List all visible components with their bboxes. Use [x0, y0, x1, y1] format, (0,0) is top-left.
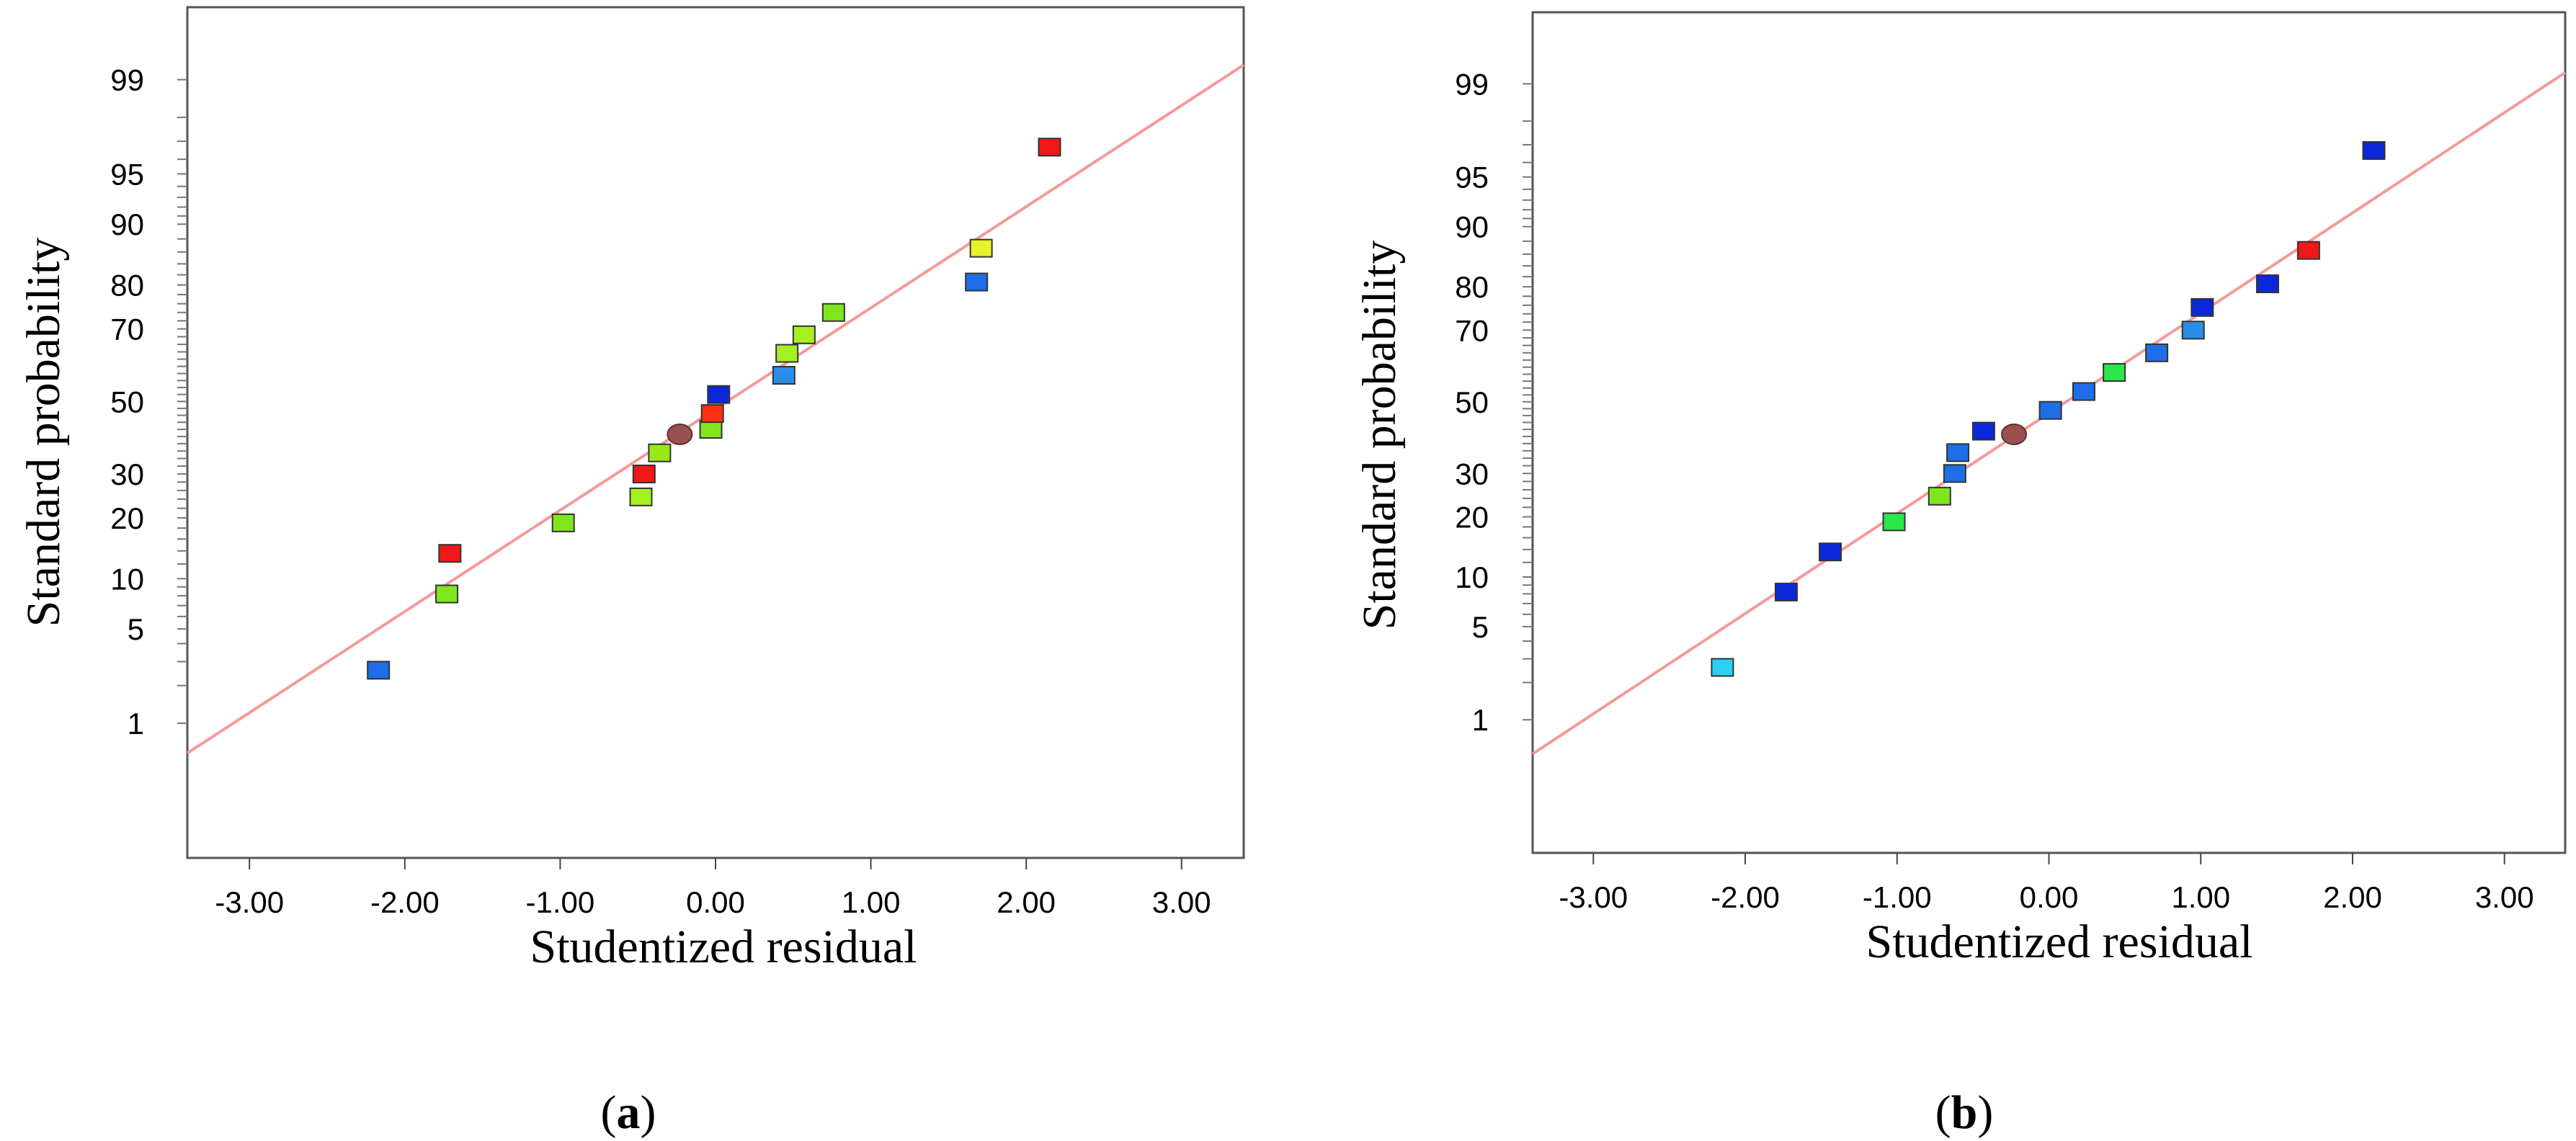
panel-b-x-tick-label-5: 2.00 [2323, 880, 2382, 914]
panel-b-x-tick-label-0: -3.00 [1559, 880, 1628, 914]
panel-a-point-6 [648, 443, 672, 462]
panel-a-y-tick-label-0: 1 [128, 707, 144, 740]
panel-a-y-tick-label-5: 50 [110, 385, 144, 419]
panel-b-point-10 [2072, 382, 2095, 401]
panel-b-point-14 [2191, 297, 2214, 317]
panel-a-point-8 [699, 420, 723, 439]
panel-a-x-axis-title: Studentized residual [530, 921, 917, 973]
panel-a-x-tick-label-0: -3.00 [215, 885, 284, 919]
panel-b-y-tick-label-10: 99 [1455, 67, 1489, 101]
panel-b-point-15 [2255, 274, 2279, 293]
panel-a-point-11 [772, 365, 795, 385]
panel-a-point-2 [438, 544, 462, 563]
panel-a-point-0 [367, 661, 391, 680]
panel-a-x-tick-label-4: 1.00 [842, 885, 901, 919]
panel-b-y-tick-label-5: 50 [1455, 385, 1489, 419]
panel-b-x-tick-label-6: 3.00 [2475, 880, 2534, 914]
panel-a-x-tick-label-2: -1.00 [526, 885, 595, 919]
panel-a-point-13 [792, 325, 816, 344]
panel-b-point-1 [1774, 582, 1798, 601]
panel-b-y-tick-label-7: 80 [1455, 270, 1489, 304]
panel-b-y-tick-label-2: 10 [1455, 560, 1489, 594]
panel-a-y-tick-label-1: 5 [128, 612, 144, 646]
panel-b-point-11 [2103, 363, 2126, 382]
panel-a-y-tick-label-3: 20 [110, 501, 144, 535]
panel-b-point-9 [2038, 401, 2062, 420]
panel-a-y-tick-label-7: 80 [110, 269, 144, 303]
panel-b-x-tick-label-2: -1.00 [1863, 880, 1932, 914]
panel-b-point-17 [2362, 140, 2386, 160]
panel-a-point-12 [775, 344, 799, 363]
panel-a-y-tick-label-6: 70 [110, 313, 144, 346]
panel-b-point-3 [1882, 512, 1906, 532]
panel-b-point-7 [2001, 423, 2028, 445]
panel-b-y-axis-title: Standard probability [1353, 241, 1406, 630]
panel-b-point-2 [1819, 542, 1842, 562]
panel-b-x-tick-label-4: 1.00 [2171, 880, 2230, 914]
panel-a-point-9 [700, 404, 724, 424]
panel-b-y-tick-label-6: 70 [1455, 313, 1489, 347]
panel-b-point-0 [1711, 658, 1734, 677]
panel-b-y-tick-label-3: 20 [1455, 501, 1489, 534]
panel-b-x-tick-label-3: 0.00 [2020, 880, 2079, 914]
panel-b-point-16 [2296, 241, 2320, 260]
panel-a-point-3 [551, 513, 575, 532]
panel-b-y-tick-label-8: 90 [1455, 210, 1489, 244]
panel-b-y-tick-label-4: 30 [1455, 457, 1489, 491]
panel-a: 1 5 10 20 30 50 70 80 90 95 99 -3.00 -2.00 -1.00 0.00… [17, 6, 1245, 1139]
panel-b-y-tick-label-9: 95 [1455, 161, 1489, 194]
panel-b: 1 5 10 20 30 50 70 80 90 95 99 -3.00 -2.00 -1.00 0.00… [1353, 11, 2567, 1139]
panel-b-x-axis-title: Studentized residual [1866, 916, 2252, 968]
panel-a-y-tick-label-2: 10 [110, 562, 144, 596]
panel-a-point-17 [1038, 138, 1061, 157]
panel-b-point-13 [2181, 321, 2205, 340]
panel-a-x-tick-label-5: 2.00 [997, 885, 1056, 919]
panel-b-y-tick-label-1: 5 [1472, 610, 1489, 644]
panel-b-point-4 [1927, 486, 1951, 506]
panel-a-point-5 [632, 464, 656, 483]
panel-a-y-axis-title: Standard probability [17, 238, 70, 627]
panel-a-y-tick-label-9: 95 [110, 157, 144, 191]
panel-b-x-tick-label-1: -2.00 [1711, 880, 1780, 914]
panel-a-x-tick-label-6: 3.00 [1152, 885, 1211, 919]
panel-a-y-tick-label-8: 90 [110, 207, 144, 241]
panel-b-label-letter: b [1951, 1086, 1978, 1139]
panel-a-point-10 [707, 385, 731, 404]
panel-a-point-1 [435, 584, 459, 604]
panel-b-label: (b) [1935, 1086, 1994, 1139]
panel-a-point-14 [821, 303, 845, 322]
panel-a-x-tick-label-3: 0.00 [686, 885, 745, 919]
panel-a-point-4 [629, 487, 653, 506]
panel-b-point-5 [1943, 464, 1966, 483]
panel-b-y-tick-label-0: 1 [1472, 703, 1489, 737]
panel-a-y-tick-label-4: 30 [110, 457, 144, 491]
panel-b-point-6 [1946, 443, 1970, 462]
panel-a-point-7 [667, 423, 693, 445]
panel-a-x-tick-label-1: -2.00 [370, 885, 440, 919]
panel-a-label-letter: a [617, 1086, 641, 1139]
panel-a-point-15 [965, 272, 989, 292]
panel-b-point-8 [1971, 421, 1995, 441]
panel-a-point-16 [969, 238, 993, 258]
panel-b-point-12 [2145, 343, 2169, 362]
panel-b-plot-frame [1531, 11, 2567, 854]
panel-a-label: (a) [601, 1086, 656, 1139]
panel-a-y-tick-label-10: 99 [110, 63, 144, 97]
